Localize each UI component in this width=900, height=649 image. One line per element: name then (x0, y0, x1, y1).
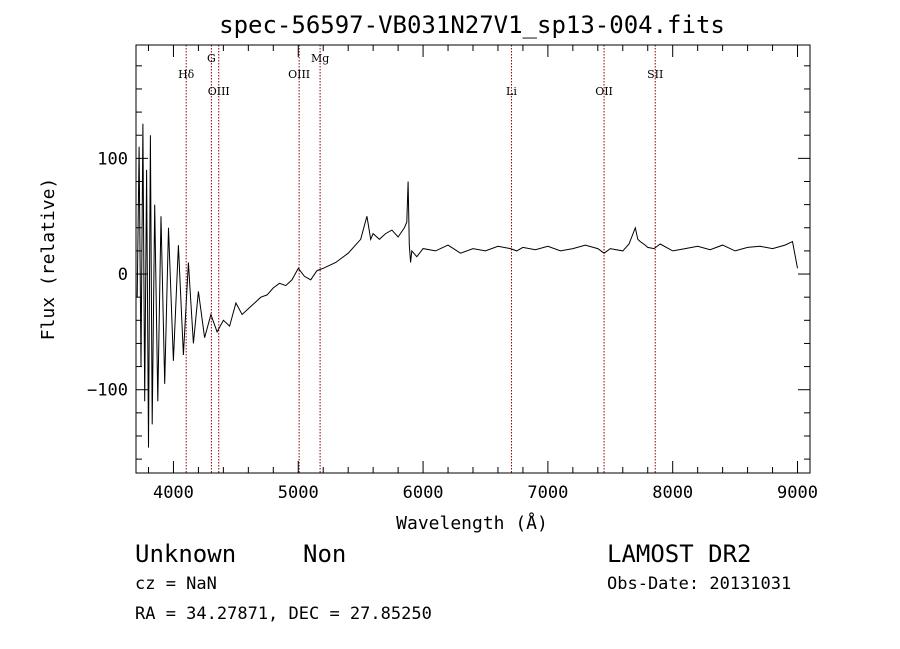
survey-name: LAMOST DR2 (607, 540, 752, 568)
x-axis-label: Wavelength (Å) (396, 512, 548, 534)
spectrum-series (136, 123, 798, 448)
redshift-text: cz = NaN (135, 574, 217, 594)
y-tick-label: 0 (118, 265, 128, 285)
chart-title: spec-56597-VB031N27V1_sp13-004.fits (219, 11, 725, 39)
spectral-class: Unknown (135, 540, 237, 568)
line-marker-label: SII (647, 68, 663, 81)
y-axis: −100 0 100 (87, 65, 810, 460)
line-marker-label: Hδ (178, 68, 195, 81)
x-tick-label: 7000 (527, 483, 568, 503)
line-marker-label: Mg (311, 52, 329, 65)
x-tick-label: 9000 (777, 483, 818, 503)
line-marker-label: OII (595, 85, 613, 98)
y-tick-label: −100 (87, 381, 128, 401)
observation-date: Obs-Date: 20131031 (607, 574, 792, 594)
line-marker-label: Li (506, 85, 517, 98)
x-tick-label: 6000 (403, 483, 444, 503)
coordinates-text: RA = 34.27871, DEC = 27.85250 (135, 604, 432, 624)
spectral-subclass: Non (303, 540, 347, 568)
plot-frame (135, 44, 811, 474)
line-marker-label: OIII (208, 85, 230, 98)
y-axis-label: Flux (relative) (38, 178, 59, 341)
y-tick-label: 100 (97, 149, 128, 169)
line-marker-label: G (207, 52, 216, 65)
x-tick-label: 4000 (153, 483, 194, 503)
x-tick-label: 5000 (278, 483, 319, 503)
x-axis: 4000 5000 6000 7000 8000 9000 (147, 45, 818, 503)
spectrum-line (136, 123, 798, 448)
x-tick-label: 8000 (652, 483, 693, 503)
line-marker-label: OIII (288, 68, 310, 81)
